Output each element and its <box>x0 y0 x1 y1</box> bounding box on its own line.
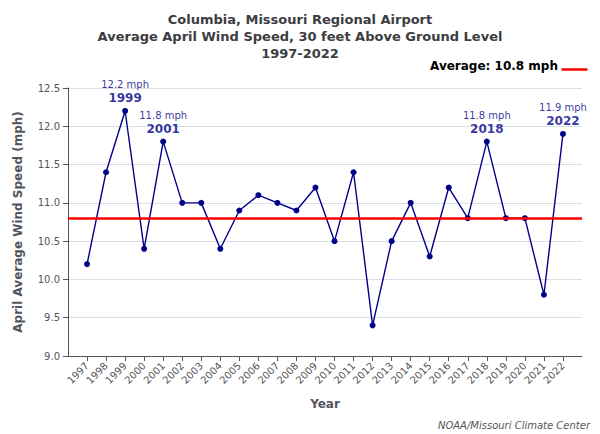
svg-text:2016: 2016 <box>426 360 453 386</box>
svg-text:11.8 mph: 11.8 mph <box>463 110 511 121</box>
svg-text:11.0: 11.0 <box>38 197 60 208</box>
svg-text:2001: 2001 <box>141 360 168 386</box>
svg-text:12.5: 12.5 <box>38 83 60 94</box>
svg-text:11.8 mph: 11.8 mph <box>139 110 187 121</box>
svg-text:2001: 2001 <box>146 122 179 136</box>
svg-text:2017: 2017 <box>445 360 472 386</box>
svg-text:2015: 2015 <box>407 360 434 386</box>
svg-text:2010: 2010 <box>312 360 339 386</box>
svg-text:1998: 1998 <box>84 360 110 386</box>
svg-text:April Average Wind Speed (mph): April Average Wind Speed (mph) <box>11 111 25 332</box>
svg-text:NOAA/Missouri Climate Center: NOAA/Missouri Climate Center <box>438 420 591 431</box>
svg-text:11.9 mph: 11.9 mph <box>539 102 587 113</box>
svg-text:2000: 2000 <box>122 360 148 386</box>
svg-text:1999: 1999 <box>103 360 129 386</box>
svg-text:10.0: 10.0 <box>38 274 60 285</box>
svg-text:9.5: 9.5 <box>44 312 60 323</box>
svg-text:1997: 1997 <box>65 360 91 386</box>
svg-text:2022: 2022 <box>546 114 579 128</box>
svg-text:11.5: 11.5 <box>38 159 60 170</box>
svg-text:10.5: 10.5 <box>38 236 60 247</box>
svg-text:2013: 2013 <box>369 360 396 386</box>
svg-text:1997-2022: 1997-2022 <box>261 46 339 61</box>
svg-text:2022: 2022 <box>541 360 567 386</box>
svg-text:2004: 2004 <box>198 360 225 386</box>
svg-text:9.0: 9.0 <box>44 351 60 362</box>
svg-text:2019: 2019 <box>484 360 510 386</box>
svg-text:2006: 2006 <box>236 360 263 386</box>
svg-text:12.0: 12.0 <box>38 121 60 132</box>
svg-text:12.2 mph: 12.2 mph <box>101 79 149 90</box>
svg-text:2018: 2018 <box>470 122 503 136</box>
svg-text:1999: 1999 <box>108 91 141 105</box>
svg-text:2005: 2005 <box>217 360 244 386</box>
svg-text:Columbia, Missouri Regional Ai: Columbia, Missouri Regional Airport <box>168 12 433 27</box>
svg-text:2003: 2003 <box>179 360 206 386</box>
svg-text:Year: Year <box>309 397 340 411</box>
svg-text:Average April Wind Speed, 30 f: Average April Wind Speed, 30 feet Above … <box>98 29 503 44</box>
svg-text:2020: 2020 <box>503 360 529 386</box>
svg-text:2018: 2018 <box>464 360 491 386</box>
svg-text:2014: 2014 <box>388 360 415 386</box>
svg-text:2011: 2011 <box>331 360 358 386</box>
svg-text:2012: 2012 <box>350 360 377 386</box>
svg-text:2009: 2009 <box>293 360 320 386</box>
svg-text:2007: 2007 <box>255 360 282 386</box>
svg-text:2002: 2002 <box>160 360 187 386</box>
svg-text:2021: 2021 <box>522 360 548 386</box>
svg-text:Average: 10.8 mph: Average: 10.8 mph <box>430 59 558 73</box>
svg-text:2008: 2008 <box>274 360 301 386</box>
